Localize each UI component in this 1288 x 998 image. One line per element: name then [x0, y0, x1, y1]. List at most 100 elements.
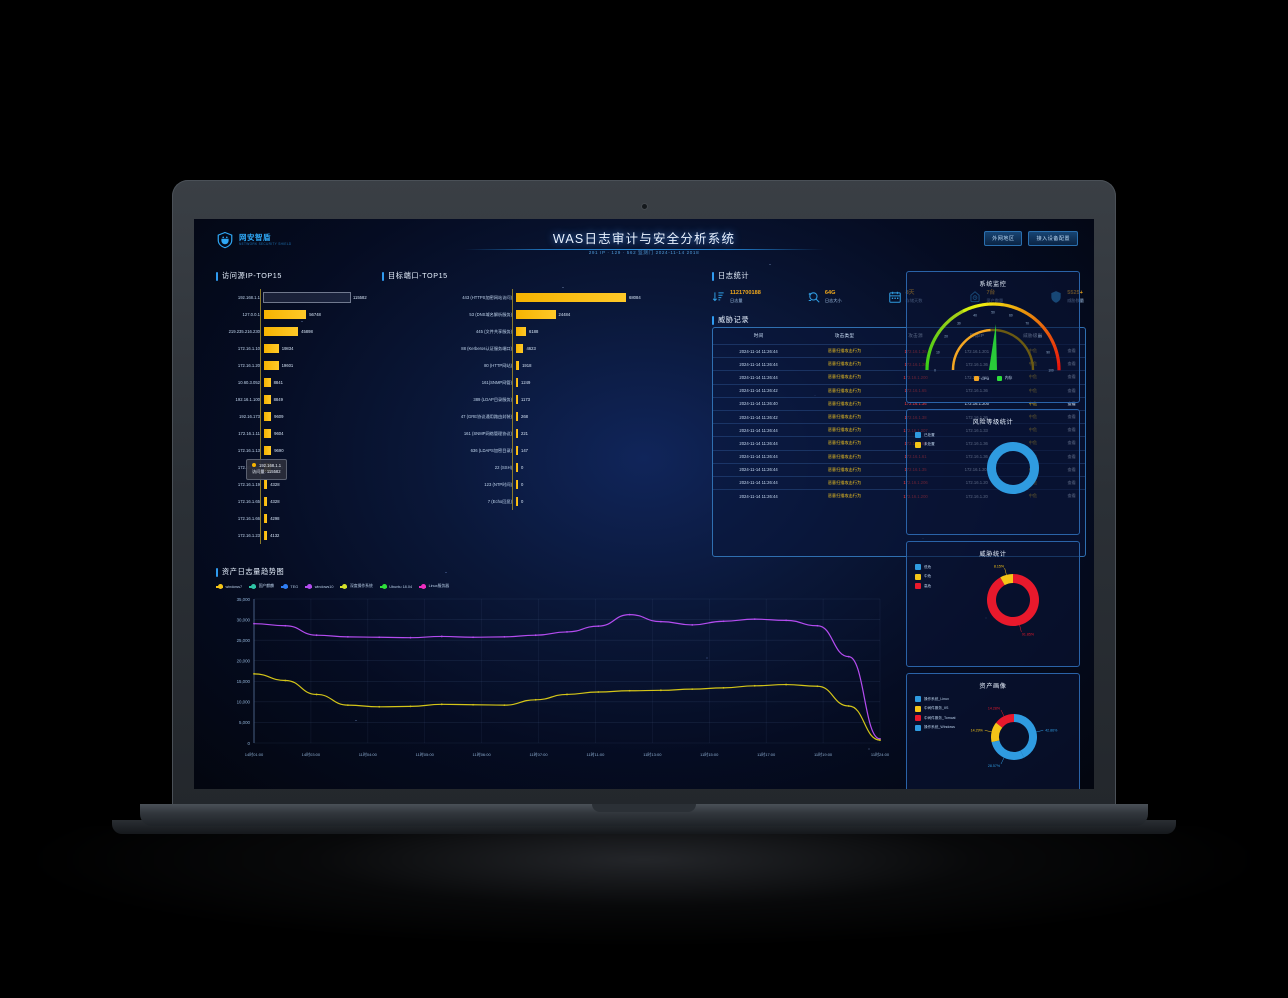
chart-legend-item[interactable]: 低危	[915, 564, 931, 570]
legend-color-swatch	[915, 715, 921, 721]
gauge-legend-item[interactable]: CPU	[973, 376, 989, 381]
bar-row[interactable]: 172.16.1.13 9690	[216, 442, 370, 459]
gauge-legend-item[interactable]: 内存	[997, 376, 1012, 381]
donut-slice-label: 91.85%	[1022, 632, 1035, 636]
donut-slice[interactable]	[991, 740, 1024, 760]
bar-row[interactable]: 172.16.1.65 4328	[216, 493, 370, 510]
trend-legend-item[interactable]: 国产麒麟	[249, 584, 274, 589]
bar[interactable]	[516, 310, 556, 319]
bar-row[interactable]: 88 (Kerberos认证服务端口) 4623	[382, 340, 682, 357]
bar-row[interactable]: 172.16.1.19 4328	[216, 476, 370, 493]
chart-legend-item[interactable]: 高危	[915, 583, 931, 589]
view-detail-link[interactable]: 查看	[1067, 400, 1076, 406]
bar-row[interactable]: 636 (LDAPS加密目录) 147	[382, 442, 682, 459]
trend-legend-item[interactable]: Ubuntu 18.04	[379, 584, 412, 589]
bar-row[interactable]: 445 (文件共享服务) 6188	[382, 323, 682, 340]
bar-value: 68084	[629, 295, 641, 300]
trend-point	[660, 689, 662, 692]
bar-row[interactable]: 192.16.1.100 8849	[216, 391, 370, 408]
bar[interactable]	[264, 378, 271, 387]
bar-row[interactable]: 172.16.1.66 4298	[216, 510, 370, 527]
bar[interactable]	[516, 412, 518, 421]
donut-slice[interactable]	[991, 722, 1003, 743]
log-stat-item[interactable]: 64G 日志大小	[807, 290, 842, 304]
bar-row[interactable]: 172.16.1.23 4132	[216, 527, 370, 544]
bar[interactable]	[264, 412, 272, 421]
threat-stat-legend: 低危 中危 高危	[915, 564, 931, 593]
bar[interactable]	[516, 446, 518, 455]
trend-legend-item[interactable]: windows7	[216, 584, 242, 589]
bar[interactable]	[264, 395, 271, 404]
bar[interactable]	[516, 293, 626, 302]
legend-color-key	[305, 584, 313, 589]
trend-legend-item[interactable]: TEG	[280, 584, 298, 589]
bar[interactable]	[264, 429, 272, 438]
bar-row[interactable]: 172.16.1.10 19834	[216, 340, 370, 357]
bar[interactable]	[516, 361, 520, 370]
log-stats-title: 日志统计	[712, 271, 1084, 281]
chart-legend-item[interactable]: 操作系统_Linux	[915, 696, 956, 702]
chart-legend-item[interactable]: 操作系统_Windows	[915, 724, 956, 731]
bar-row[interactable]: 127.0.0.1 56748	[216, 306, 370, 323]
bar-row[interactable]: 22 (SSH) 0	[382, 459, 682, 476]
log-stat-item[interactable]: 1121700188 日志量	[712, 290, 761, 304]
bar[interactable]	[264, 327, 299, 336]
bar[interactable]	[264, 361, 279, 370]
bar-row[interactable]: 172.16.1.20 19601	[216, 357, 370, 374]
bar[interactable]	[264, 310, 307, 319]
asset-panel: 资产画像 操作系统_Linux 中间件服务_IIS 中间件服务_Tomcat 操作系统…	[906, 673, 1080, 789]
bar-row[interactable]: 80 (HTTP网站) 1918	[382, 357, 682, 374]
chart-legend-item[interactable]: 中危	[915, 573, 931, 580]
bar[interactable]	[516, 497, 518, 506]
trend-legend-item[interactable]: windows10	[305, 584, 333, 589]
bar[interactable]	[263, 292, 351, 303]
bar-row[interactable]: 172.16.1.11 9604	[216, 425, 370, 442]
bar[interactable]	[516, 429, 518, 438]
bar[interactable]	[516, 463, 518, 472]
donut-slice[interactable]	[987, 574, 1039, 626]
y-axis-tick: 10,000	[237, 700, 251, 705]
bar[interactable]	[516, 378, 519, 387]
bar-row[interactable]: 47 (GRE协议通用路由封装) 268	[382, 408, 682, 425]
trend-point	[753, 684, 756, 687]
bar-track: 9690	[264, 446, 370, 455]
bar[interactable]	[264, 344, 279, 353]
bar-track: 19834	[264, 344, 370, 353]
chart-legend-item[interactable]: 未处置	[915, 441, 935, 448]
bar-row[interactable]: 10.60.3.052 8841	[216, 374, 370, 391]
bar[interactable]	[516, 344, 524, 353]
bar[interactable]	[264, 531, 268, 540]
bar-row[interactable]: 172.16.1.218924	[216, 459, 370, 476]
bar-row[interactable]: 161(SNMP网管) 1249	[382, 374, 682, 391]
bar[interactable]	[516, 480, 518, 489]
bar-row[interactable]: 219.235.216.230 45898	[216, 323, 370, 340]
bar-row[interactable]: 53 (DNS域名解析服务) 24484	[382, 306, 682, 323]
chart-legend-item[interactable]: 已处置	[915, 432, 935, 438]
bar-row[interactable]: 123 (NTP时间) 0	[382, 476, 682, 493]
donut-slice[interactable]	[1000, 574, 1013, 586]
donut-slice[interactable]	[996, 714, 1014, 728]
donut-slice[interactable]	[1014, 714, 1037, 758]
device-config-button[interactable]: 接入设备配置	[1028, 231, 1078, 246]
table-row[interactable]: 2024-11-14 11:26:40 恶意扫描攻击行为 172.16.1.36 17…	[713, 397, 1085, 410]
bar[interactable]	[264, 497, 268, 506]
external-region-button[interactable]: 外网地区	[984, 231, 1023, 246]
chart-legend-item[interactable]: 中间件服务_IIS	[915, 705, 956, 712]
bar-row[interactable]: 192.16.173 9609	[216, 408, 370, 425]
bar-label: 53 (DNS域名解析服务)	[469, 311, 512, 317]
bar-row[interactable]: 161 (SNMP网络管理协议) 221	[382, 425, 682, 442]
bar-row[interactable]: 7 (Echo回显) 0	[382, 493, 682, 510]
bar[interactable]	[516, 395, 518, 404]
threat-stat-title: 威胁统计	[979, 551, 1007, 558]
bar[interactable]	[516, 327, 526, 336]
trend-legend-item[interactable]: 深度操作系统	[340, 584, 373, 589]
trend-legend-item[interactable]: Linux服务器	[419, 584, 449, 589]
bar[interactable]	[264, 514, 268, 523]
bar[interactable]	[264, 480, 268, 489]
bar-row[interactable]: 389 (LDAP目录服务) 1173	[382, 391, 682, 408]
bar-row[interactable]: 192.168.1.1 115582	[216, 289, 370, 306]
chart-legend-item[interactable]: 中间件服务_Tomcat	[915, 715, 956, 721]
bar-row[interactable]: 443 (HTTPS加密网站访问) 68084	[382, 289, 682, 306]
bar[interactable]	[264, 446, 272, 455]
donut-slice[interactable]	[987, 442, 1039, 494]
